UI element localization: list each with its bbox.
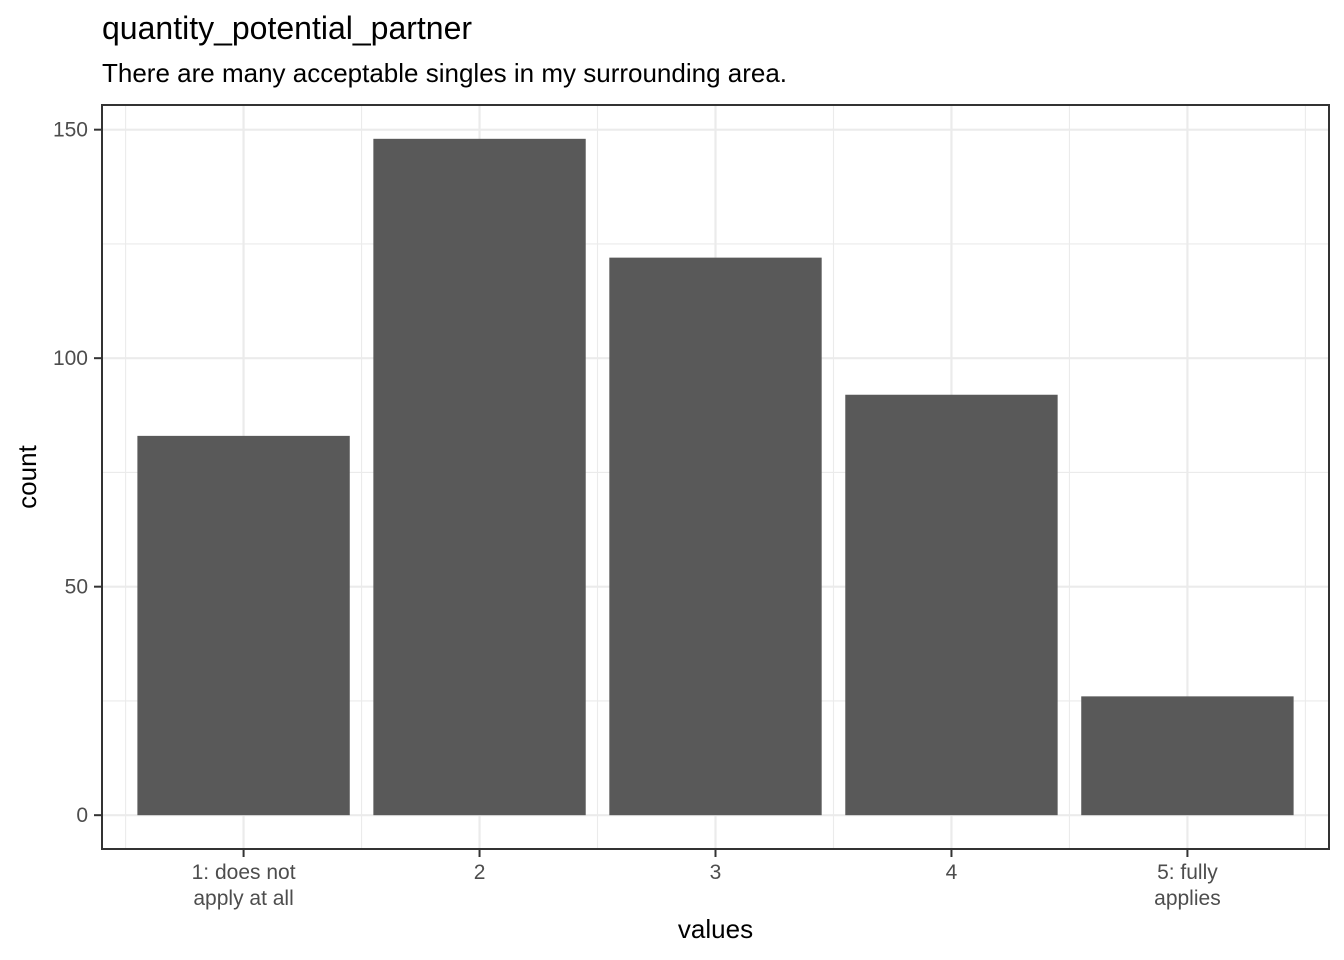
chart-title: quantity_potential_partner <box>102 10 473 46</box>
bars <box>137 138 1294 816</box>
y-tick-label: 50 <box>65 576 88 599</box>
chart-subtitle: There are many acceptable singles in my … <box>102 58 788 88</box>
bar <box>845 394 1058 816</box>
bar <box>373 138 586 816</box>
bar <box>137 435 350 816</box>
y-axis-ticks: 0 50 100 150 <box>53 119 102 827</box>
x-tick-label: 2 <box>474 861 486 884</box>
x-axis-ticks: 1: does not apply at all 2 3 4 5: fully applie… <box>192 849 1221 910</box>
x-tick-label: 5: fully applies <box>1154 861 1221 910</box>
x-axis-title: values <box>678 914 753 944</box>
x-tick-label: 3 <box>710 861 722 884</box>
x-tick-label: 1: does not apply at all <box>192 861 296 910</box>
y-axis-title: count <box>12 444 42 508</box>
y-tick-label: 150 <box>53 119 88 142</box>
bar <box>1081 696 1294 816</box>
y-tick-label: 0 <box>76 804 88 827</box>
bar <box>609 257 822 816</box>
x-tick-label: 4 <box>946 861 958 884</box>
y-tick-label: 100 <box>53 347 88 370</box>
